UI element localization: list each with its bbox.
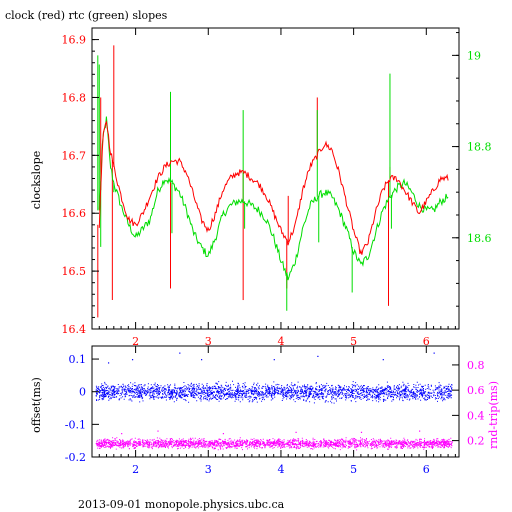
offset-point-outlier <box>201 359 203 361</box>
rnd-trip-point-outlier <box>360 431 363 433</box>
offset-x-tick-label: 4 <box>277 463 284 476</box>
slopes-x-tick-label: 5 <box>350 335 357 348</box>
slopes-y-tick-label: 16.4 <box>62 323 87 336</box>
rnd-trip-point-outlier <box>295 431 297 433</box>
offset-point-cloud <box>95 380 453 404</box>
slopes-x-tick-label: 3 <box>205 335 212 348</box>
offset-x-tick-label: 3 <box>205 463 212 476</box>
offset-points <box>95 352 453 404</box>
offset-point-outlier <box>433 352 435 354</box>
footer-text: 2013-09-01 monopole.physics.ubc.ca <box>78 498 285 511</box>
slopes-y-tick-label: 16.9 <box>62 34 87 47</box>
rtc-series-line <box>98 116 449 281</box>
offset-point-outlier <box>179 352 181 354</box>
offset-point-outlier <box>382 359 384 361</box>
slopes-x-tick-label: 4 <box>277 335 284 348</box>
offset-panel: 2 3 4 5 6 -0.2 -0.1 0 0.1 0.2 0.4 0.6 0.8 offset(ms)… <box>30 345 500 476</box>
clock-spikes <box>97 45 391 318</box>
rnd-trip-points <box>95 430 453 451</box>
chart-title: clock (red) rtc (green) slopes <box>5 9 168 22</box>
offset-x-tick-label: 5 <box>350 463 357 476</box>
slopes-y-tick-label: 16.7 <box>62 149 87 162</box>
offset-plot-frame <box>91 345 460 458</box>
slopes-y-tick-label: 16.5 <box>62 265 87 278</box>
slopes-panel: 2 3 4 5 616.416.516.616.716.816.918.618.819 … <box>30 27 492 348</box>
rnd-trip-y-axis-label: rnd-trip(ms) <box>487 381 500 449</box>
rnd-trip-point-outlier <box>121 433 123 435</box>
slopes-ticks: 2 3 4 5 6 16.4 16.5 16.6 16.7 16.8 16.9 18.6 18.8 19 <box>62 27 492 348</box>
offset-point-outlier <box>107 362 110 364</box>
rnd-trip-point-outlier <box>222 433 225 435</box>
offset-x-tick-label: 2 <box>132 463 139 476</box>
offset-y-tick-label: 0 <box>79 386 86 399</box>
offset-point-outlier <box>273 359 275 361</box>
rtc-spikes <box>97 55 392 311</box>
offset-y2-tick-label: 0.8 <box>467 359 485 372</box>
offset-x-tick-label: 6 <box>423 463 430 476</box>
offset-y2-tick-label: 0.6 <box>467 384 485 397</box>
slopes-y-tick-label: 16.6 <box>62 207 87 220</box>
offset-ticks: 2 3 4 5 6 -0.2 -0.1 0 0.1 0.2 0.4 0.6 0.8 <box>65 346 485 476</box>
slopes-y2-tick-label: 18.6 <box>467 232 492 245</box>
offset-point-outlier <box>317 355 319 357</box>
offset-y-tick-label: 0.1 <box>69 353 87 366</box>
slopes-plot-frame <box>91 27 460 330</box>
slopes-y2-tick-label: 19 <box>467 49 481 62</box>
clock-series-line <box>98 120 449 255</box>
rnd-trip-point-cloud <box>95 437 453 451</box>
offset-y-tick-label: -0.1 <box>65 418 86 431</box>
offset-point-outlier <box>131 359 134 361</box>
slopes-x-tick-label: 2 <box>132 335 139 348</box>
slopes-x-tick-label: 6 <box>423 335 430 348</box>
slopes-y2-tick-label: 18.8 <box>467 141 492 154</box>
offset-y2-tick-label: 0.2 <box>467 435 485 448</box>
slopes-y-tick-label: 16.8 <box>62 91 87 104</box>
slopes-y-axis-label: clockslope <box>30 151 43 209</box>
rnd-trip-point-outlier <box>419 430 421 432</box>
rnd-trip-point-outlier <box>157 430 159 432</box>
offset-y2-tick-label: 0.4 <box>467 409 485 422</box>
offset-y-tick-label: -0.2 <box>65 451 86 464</box>
offset-y-axis-label: offset(ms) <box>30 377 43 433</box>
